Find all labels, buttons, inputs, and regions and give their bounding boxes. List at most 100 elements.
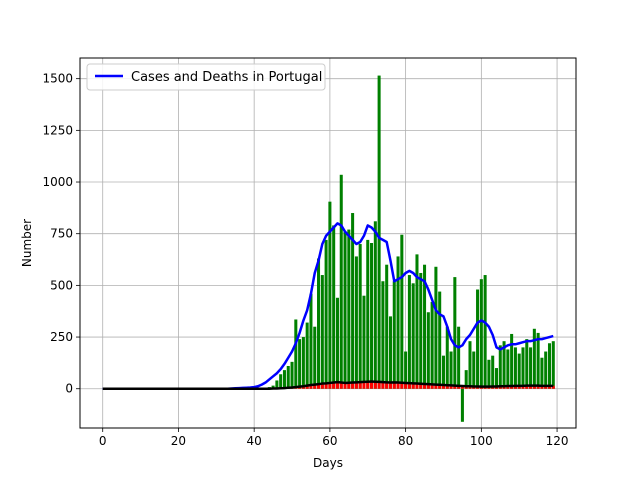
series-lines xyxy=(102,222,554,390)
cases-bar xyxy=(479,279,483,389)
deaths-bar xyxy=(381,382,385,389)
x-tick-label: 100 xyxy=(470,434,493,448)
deaths-bar xyxy=(358,382,362,389)
deaths-bar xyxy=(388,382,392,389)
cases-bar xyxy=(457,326,461,389)
deaths-bar xyxy=(529,385,533,389)
deaths-bar xyxy=(351,382,355,389)
cases-bar xyxy=(430,301,434,389)
cases-bar xyxy=(354,256,358,389)
cases-bar xyxy=(301,337,305,389)
cases-bar xyxy=(388,316,392,389)
deaths-bar xyxy=(551,385,555,389)
cases-bar xyxy=(460,388,464,422)
cases-bar xyxy=(275,380,279,389)
x-tick-label: 20 xyxy=(171,434,186,448)
deaths-bar xyxy=(423,383,427,389)
deaths-bar xyxy=(426,384,430,389)
y-tick-label: 0 xyxy=(65,382,73,396)
y-tick-label: 1000 xyxy=(42,175,73,189)
deaths-bar xyxy=(434,384,438,389)
deaths-bar xyxy=(354,382,358,389)
deaths-bar xyxy=(453,385,457,389)
cases-bar xyxy=(438,291,442,389)
deaths-bar xyxy=(407,383,411,389)
cases-bar xyxy=(404,351,408,389)
deaths-bar xyxy=(430,384,434,389)
cases-bar xyxy=(441,355,445,389)
deaths-bar xyxy=(510,386,514,389)
deaths-bar xyxy=(536,385,540,389)
cases-bar xyxy=(392,281,396,389)
deaths-bar xyxy=(317,384,321,389)
x-tick-label: 120 xyxy=(546,434,569,448)
cases-bar xyxy=(282,370,286,389)
cases-bar xyxy=(502,341,506,389)
deaths-bar xyxy=(460,386,464,389)
deaths-bar xyxy=(438,384,442,389)
cases-bars xyxy=(260,75,555,422)
deaths-bar xyxy=(415,383,419,389)
plot-frame xyxy=(79,57,577,429)
cases-bar xyxy=(362,295,366,389)
cases-bar xyxy=(309,293,313,389)
x-tick-label: 0 xyxy=(99,434,107,448)
cases-bar xyxy=(294,319,298,389)
cases-bar xyxy=(510,333,514,389)
cases-bar xyxy=(491,355,495,389)
cases-bar xyxy=(381,281,385,389)
cases-bar xyxy=(347,229,351,389)
cases-bar xyxy=(544,351,548,389)
deaths-bar xyxy=(400,382,404,389)
cases-bar xyxy=(423,264,427,389)
cases-bar xyxy=(476,289,480,389)
cases-bar xyxy=(483,275,487,389)
deaths-bar xyxy=(517,385,521,389)
deaths-bar xyxy=(445,385,449,389)
x-axis-label: Days xyxy=(313,456,343,470)
deaths-bar xyxy=(449,385,453,389)
legend: Cases and Deaths in Portugal xyxy=(86,63,326,91)
cases-bar xyxy=(324,239,328,389)
deaths-bar xyxy=(370,381,374,389)
cases-bar xyxy=(525,339,529,389)
cases-bar xyxy=(298,339,302,389)
deaths-bar xyxy=(335,382,339,389)
cases-bar xyxy=(339,174,343,389)
y-tick-label: 500 xyxy=(50,278,73,292)
deaths-bar xyxy=(328,382,332,389)
x-tick-label: 60 xyxy=(322,434,337,448)
deaths-bar xyxy=(377,381,381,389)
deaths-bar xyxy=(457,385,461,389)
deaths-bar xyxy=(441,385,445,389)
deaths-bar xyxy=(547,385,552,389)
deaths-bar xyxy=(362,381,366,389)
cases-bar xyxy=(498,345,502,389)
cases-bar xyxy=(506,349,510,389)
y-axis-ticks: 0 250 500 750 1000 1250 1500 xyxy=(42,72,80,396)
deaths-bar xyxy=(506,386,510,389)
cases-bar xyxy=(286,365,290,389)
cases-bar xyxy=(434,266,438,389)
legend-box xyxy=(86,63,326,91)
deaths-bar xyxy=(339,382,343,389)
x-tick-label: 80 xyxy=(398,434,413,448)
deaths-bar xyxy=(411,383,415,389)
cases-bar xyxy=(529,347,533,389)
cases-bar xyxy=(536,332,540,389)
deaths-bar xyxy=(540,385,544,389)
cases-bar xyxy=(426,312,430,389)
cases-bar xyxy=(415,254,419,389)
cases-bar xyxy=(313,326,317,389)
deaths-bar xyxy=(396,382,400,389)
cases-bar xyxy=(358,244,362,389)
cases-bar xyxy=(551,341,555,389)
deaths-bar xyxy=(343,382,347,389)
deaths-bar xyxy=(373,381,377,389)
cases-bar xyxy=(449,351,453,389)
legend-label: Cases and Deaths in Portugal xyxy=(131,70,322,85)
cases-bar xyxy=(453,277,457,389)
cases-bar xyxy=(317,258,321,389)
y-tick-label: 1250 xyxy=(42,123,73,137)
